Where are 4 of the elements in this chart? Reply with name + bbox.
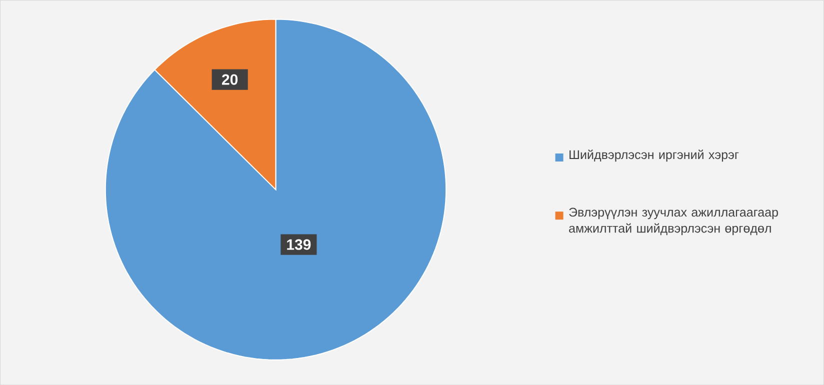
data-label: 139 <box>287 239 311 250</box>
legend-label: Шийдвэрлэсэн иргэний хэрэг <box>570 150 739 162</box>
data-label: 20 <box>222 74 238 85</box>
legend-label: Эвлэрүүлэн зуучлах ажиллагаагаар амжилттай шийдвэрлэсэн өргөдөл <box>569 208 778 236</box>
